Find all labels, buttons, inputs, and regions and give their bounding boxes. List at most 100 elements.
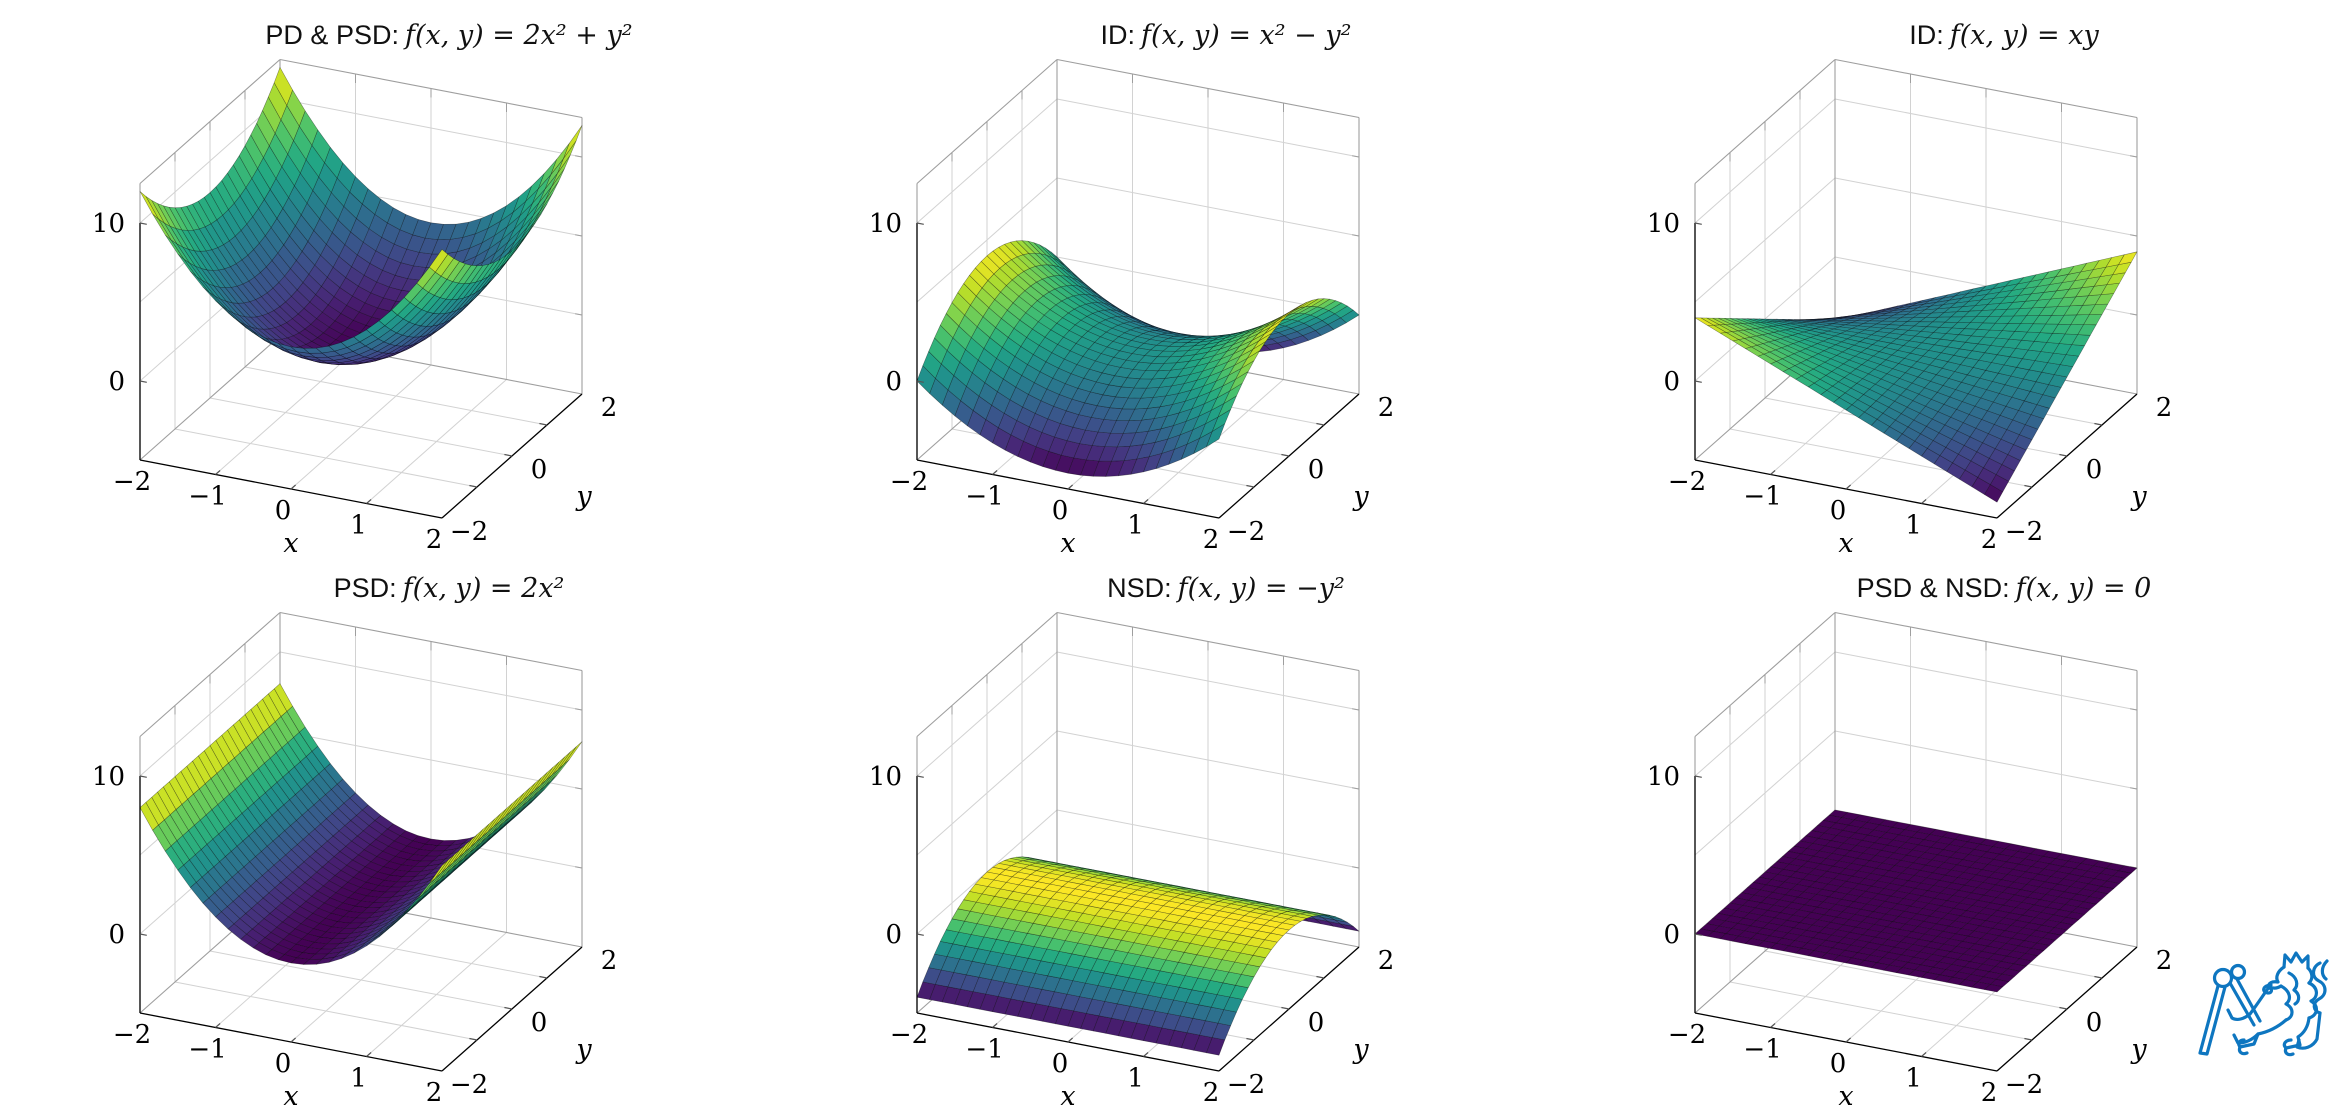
plot-cell-id-x2-y2: ID: f(x, y) = x² − y² −2 −1 0 1 2 −2 0 2 0 10 x y [777,0,1555,552]
tick-label: 0 [1308,1008,1325,1038]
plot-cell-nsd: NSD: f(x, y) = −y² −2 −1 0 1 2 −2 0 2 0 10 x y [777,553,1555,1105]
title-prefix: ID: [1100,20,1136,50]
tick-label: −2 [1227,1070,1265,1100]
tick-label: 0 [531,455,548,485]
plot-title: PSD & NSD: f(x, y) = 0 [1675,573,2333,604]
tick-label: 10 [869,209,902,239]
axis-lines [916,775,1360,1072]
axis-labels: −2 −1 0 1 2 −2 0 2 0 10 x y [869,762,1394,1105]
tick-label: −2 [1668,1020,1706,1050]
tick-label: x [1838,1081,1853,1105]
tick-label: x [1060,1081,1075,1105]
tick-label: y [2130,481,2147,512]
tick-label: −2 [2005,517,2043,547]
tick-label: 1 [1905,511,1922,541]
tick-label: −1 [1743,1035,1781,1065]
tick-label: 0 [1052,496,1069,526]
tick-label: 1 [1127,1064,1144,1094]
plot-cell-psd: PSD: f(x, y) = 2x² −2 −1 0 1 2 −2 0 2 0 10 x y [0,553,778,1105]
title-prefix: PSD: [333,573,397,603]
tick-label: 2 [2156,946,2173,976]
plot-title: PSD: f(x, y) = 2x² [120,573,778,604]
axis-lines [1694,775,2138,1072]
tick-label: y [2130,1034,2147,1065]
surface [139,67,583,365]
tick-label: 0 [1052,1049,1069,1079]
tick-label: −2 [450,517,488,547]
tick-label: −1 [965,1035,1003,1065]
ctu-logo [2198,951,2329,1057]
surface-plot-psd: −2 −1 0 1 2 −2 0 2 0 10 x y [92,611,617,1105]
tick-label: y [575,481,592,512]
tick-label: x [1838,528,1853,552]
title-formula: f(x, y) = x² − y² [1141,20,1352,51]
tick-label: 10 [869,762,902,792]
tick-label: −2 [1668,467,1706,497]
tick-label: 0 [1830,1049,1847,1079]
tick-label: −2 [450,1070,488,1100]
tick-label: 2 [1378,946,1395,976]
tick-label: 1 [1127,511,1144,541]
tick-label: y [1352,1034,1369,1065]
tick-label: 10 [1647,209,1680,239]
tick-label: 0 [885,367,902,397]
title-formula: f(x, y) = 2x² + y² [404,20,633,51]
tick-label: −2 [113,1020,151,1050]
tick-label: 0 [1663,367,1680,397]
tick-label: 0 [2086,455,2103,485]
tick-label: 0 [1663,920,1680,950]
tick-label: −2 [890,1020,928,1050]
axis-lines [139,775,583,1072]
tick-label: −2 [890,467,928,497]
surface-plot-id-x2-y2: −2 −1 0 1 2 −2 0 2 0 10 x y [869,58,1394,552]
title-formula: f(x, y) = −y² [1177,573,1345,604]
tick-label: 2 [2156,393,2173,423]
plot-title: NSD: f(x, y) = −y² [897,573,1555,604]
tick-label: 0 [2086,1008,2103,1038]
tick-label: 0 [108,920,125,950]
surface-plot-psd-nsd: −2 −1 0 1 2 −2 0 2 0 10 x y [1647,611,2172,1105]
tick-label: 2 [1203,525,1220,552]
tick-label: 0 [1830,496,1847,526]
plot-cell-psd-nsd: PSD & NSD: f(x, y) = 0 −2 −1 0 1 2 −2 0 2 0 10 x y [1555,553,2333,1105]
tick-label: 0 [531,1008,548,1038]
tick-label: x [283,1081,298,1105]
surface [916,856,1360,1056]
tick-label: −2 [1227,517,1265,547]
tick-label: 2 [601,393,618,423]
tick-label: 1 [350,511,367,541]
surface [139,683,583,965]
tick-label: x [1060,528,1075,552]
tick-label: 2 [426,525,443,552]
tick-label: −2 [2005,1070,2043,1100]
tick-label: 0 [275,1049,292,1079]
ctu-lion-icon [2198,951,2329,1057]
plot-title: ID: f(x, y) = xy [1675,20,2333,51]
surface-plot-id-xy: −2 −1 0 1 2 −2 0 2 0 10 x y [1647,58,2173,552]
surface [1694,251,2138,503]
tick-label: −1 [188,482,226,512]
axis-lines [139,222,583,519]
tick-label: −1 [1743,482,1781,512]
tick-label: 10 [92,209,125,239]
title-prefix: PD & PSD: [265,20,399,50]
tick-label: 1 [1905,1064,1922,1094]
tick-label: 2 [1203,1078,1220,1105]
tick-label: 10 [1647,762,1680,792]
surface [1694,809,2138,993]
title-formula: f(x, y) = xy [1949,20,2099,51]
title-prefix: ID: [1909,20,1944,50]
tick-label: 2 [1981,1078,1998,1105]
tick-label: y [575,1034,592,1065]
surface [916,240,1360,477]
tick-label: 0 [275,496,292,526]
tick-label: −1 [965,482,1003,512]
tick-label: 2 [1981,525,1998,552]
tick-label: x [283,528,298,552]
axis-labels: −2 −1 0 1 2 −2 0 2 0 10 x y [1647,762,2172,1105]
plot-title: PD & PSD: f(x, y) = 2x² + y² [120,20,778,51]
plot-title: ID: f(x, y) = x² − y² [897,20,1555,51]
title-prefix: PSD & NSD: [1856,573,2010,603]
tick-label: 10 [92,762,125,792]
